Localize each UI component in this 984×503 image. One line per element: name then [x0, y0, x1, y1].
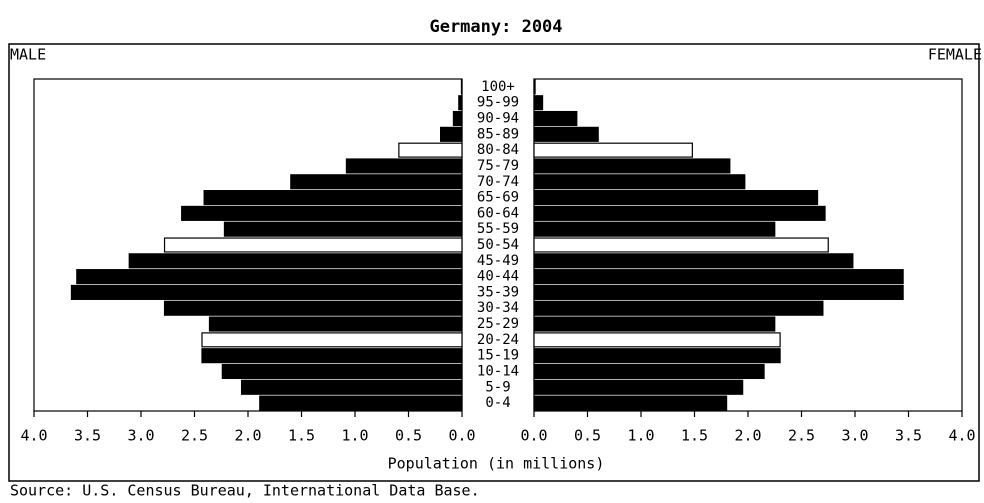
age-label: 35-39 — [477, 284, 519, 300]
bar — [533, 300, 824, 316]
bar — [208, 316, 463, 332]
age-label: 10-14 — [477, 363, 519, 379]
age-label: 65-69 — [477, 190, 519, 206]
age-label: 0-4 — [485, 395, 510, 411]
age-label: 25-29 — [477, 316, 519, 332]
age-label: 40-44 — [477, 269, 519, 285]
age-label: 50-54 — [477, 237, 519, 253]
age-label: 20-24 — [477, 332, 519, 348]
source: Source: U.S. Census Bureau, Internationa… — [10, 482, 480, 500]
age-label: 5-9 — [485, 379, 510, 395]
bar — [533, 190, 819, 206]
x-tick-label: 0.0 — [520, 427, 547, 445]
age-label: 70-74 — [477, 174, 519, 190]
x-tick-label: 1.0 — [627, 427, 654, 445]
bar — [460, 79, 463, 95]
bar — [163, 300, 463, 316]
age-label: 30-34 — [477, 300, 519, 316]
x-tick-label: 4.0 — [948, 427, 975, 445]
bar — [533, 174, 746, 190]
bar — [533, 221, 776, 237]
frame — [8, 43, 980, 482]
left-label: MALE — [10, 46, 46, 64]
bar — [240, 379, 463, 395]
bar — [163, 237, 463, 253]
bar — [533, 237, 829, 253]
bar — [128, 253, 463, 269]
bar — [203, 190, 463, 206]
age-label: 80-84 — [477, 142, 519, 158]
age-label: 45-49 — [477, 253, 519, 269]
bar — [533, 126, 599, 142]
bar — [533, 363, 765, 380]
x-tick-label: 2.0 — [234, 427, 261, 445]
age-label: 75-79 — [477, 158, 519, 174]
bar — [181, 205, 463, 221]
bar — [533, 142, 693, 158]
bar — [345, 158, 463, 174]
x-tick-label: 3.5 — [895, 427, 922, 445]
bar — [201, 348, 463, 364]
bar — [221, 363, 463, 380]
x-axis-label: Population (in millions) — [388, 455, 605, 473]
chart-title: Germany: 2004 — [429, 17, 562, 37]
bar — [533, 158, 731, 174]
bar — [533, 269, 904, 285]
x-tick-label: 3.0 — [841, 427, 868, 445]
age-label: 55-59 — [477, 221, 519, 237]
bar — [223, 221, 463, 237]
age-label: 60-64 — [477, 205, 519, 221]
bar — [533, 79, 536, 95]
bar — [533, 253, 854, 269]
bar — [533, 205, 826, 221]
bar — [533, 348, 781, 364]
bar — [533, 379, 744, 395]
x-tick-label: 0.5 — [574, 427, 601, 445]
bar — [533, 395, 728, 411]
x-tick-label: 0.0 — [448, 427, 475, 445]
bar — [201, 332, 463, 348]
age-label: 100+ — [481, 79, 515, 95]
bar — [533, 110, 578, 127]
x-tick-label: 1.5 — [681, 427, 708, 445]
right-label: FEMALE — [928, 46, 982, 64]
age-label: 15-19 — [477, 348, 519, 364]
x-tick-label: 3.0 — [127, 427, 154, 445]
x-tick-label: 2.5 — [181, 427, 208, 445]
bar — [76, 269, 463, 285]
bar — [533, 95, 544, 111]
x-tick-label: 3.5 — [74, 427, 101, 445]
age-label: 90-94 — [477, 111, 519, 127]
bar — [452, 110, 463, 127]
x-tick-label: 2.5 — [788, 427, 815, 445]
age-label: 85-89 — [477, 126, 519, 142]
x-tick-label: 1.5 — [288, 427, 315, 445]
bar — [458, 95, 463, 111]
age-label: 95-99 — [477, 95, 519, 111]
x-tick-label: 4.0 — [20, 427, 47, 445]
bar — [70, 284, 463, 300]
bar — [533, 332, 781, 348]
x-tick-label: 2.0 — [734, 427, 761, 445]
bar — [398, 142, 463, 158]
bar — [533, 284, 904, 300]
bar — [259, 395, 463, 411]
bar — [533, 316, 776, 332]
x-tick-label: 0.5 — [395, 427, 422, 445]
bar — [440, 126, 463, 142]
x-tick-label: 1.0 — [341, 427, 368, 445]
bar — [290, 174, 463, 190]
